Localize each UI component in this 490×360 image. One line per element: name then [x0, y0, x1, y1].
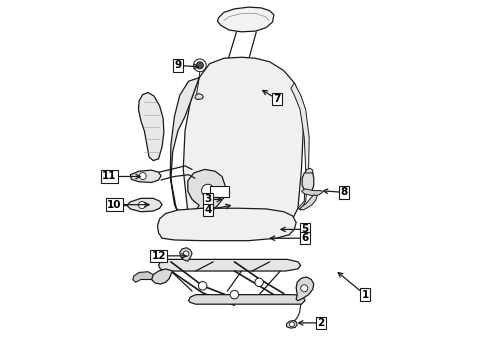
Polygon shape	[159, 259, 301, 271]
Polygon shape	[301, 189, 322, 196]
Circle shape	[255, 278, 263, 287]
Circle shape	[290, 322, 294, 327]
Polygon shape	[300, 195, 318, 210]
Text: 11: 11	[102, 171, 117, 181]
Polygon shape	[305, 168, 313, 173]
Circle shape	[183, 251, 189, 257]
Polygon shape	[218, 7, 274, 32]
Circle shape	[198, 282, 207, 290]
Polygon shape	[291, 83, 309, 210]
Text: 2: 2	[317, 318, 324, 328]
Text: 9: 9	[174, 60, 181, 70]
Text: 1: 1	[361, 290, 368, 300]
Polygon shape	[183, 57, 303, 229]
Polygon shape	[195, 94, 203, 100]
Polygon shape	[130, 170, 161, 183]
Circle shape	[230, 291, 239, 299]
Polygon shape	[133, 272, 153, 282]
Polygon shape	[157, 208, 296, 241]
Text: 10: 10	[107, 200, 122, 210]
Circle shape	[201, 184, 214, 197]
Polygon shape	[287, 320, 297, 328]
Text: 8: 8	[340, 187, 347, 197]
Polygon shape	[296, 277, 314, 301]
FancyBboxPatch shape	[210, 186, 229, 197]
Polygon shape	[139, 93, 164, 161]
Text: 12: 12	[151, 251, 166, 261]
Polygon shape	[170, 78, 199, 219]
Circle shape	[196, 62, 203, 69]
Polygon shape	[188, 170, 225, 219]
Text: 4: 4	[204, 205, 212, 215]
Circle shape	[301, 285, 308, 292]
Circle shape	[139, 202, 146, 208]
Text: 7: 7	[273, 94, 280, 104]
Polygon shape	[127, 198, 162, 212]
Circle shape	[139, 172, 146, 180]
Text: 6: 6	[301, 233, 309, 243]
Polygon shape	[151, 269, 172, 284]
Polygon shape	[180, 248, 192, 261]
Text: 5: 5	[301, 224, 309, 234]
Text: 3: 3	[204, 194, 212, 204]
Polygon shape	[302, 171, 314, 191]
Polygon shape	[189, 294, 305, 304]
